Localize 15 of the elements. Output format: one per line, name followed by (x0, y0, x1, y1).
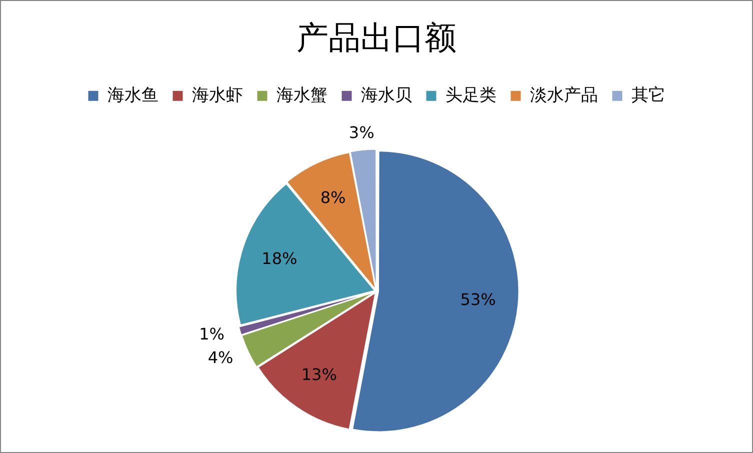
data-label: 18% (262, 248, 298, 268)
legend-label: 海水鱼 (107, 85, 158, 106)
chart-title: 产品出口额 (296, 20, 456, 56)
legend-label: 海水虾 (192, 85, 243, 106)
data-label: 3% (348, 122, 374, 142)
legend-label: 其它 (631, 85, 666, 106)
legend-label: 海水贝 (360, 85, 412, 106)
legend-label: 淡水产品 (530, 85, 598, 106)
data-label: 13% (301, 364, 337, 384)
data-label: 4% (208, 348, 234, 367)
data-label: 53% (460, 290, 496, 309)
data-label: 8% (320, 188, 346, 208)
legend-label: 海水蟹 (276, 85, 328, 106)
data-label: 1% (199, 324, 224, 344)
legend-label: 头足类 (445, 85, 496, 106)
